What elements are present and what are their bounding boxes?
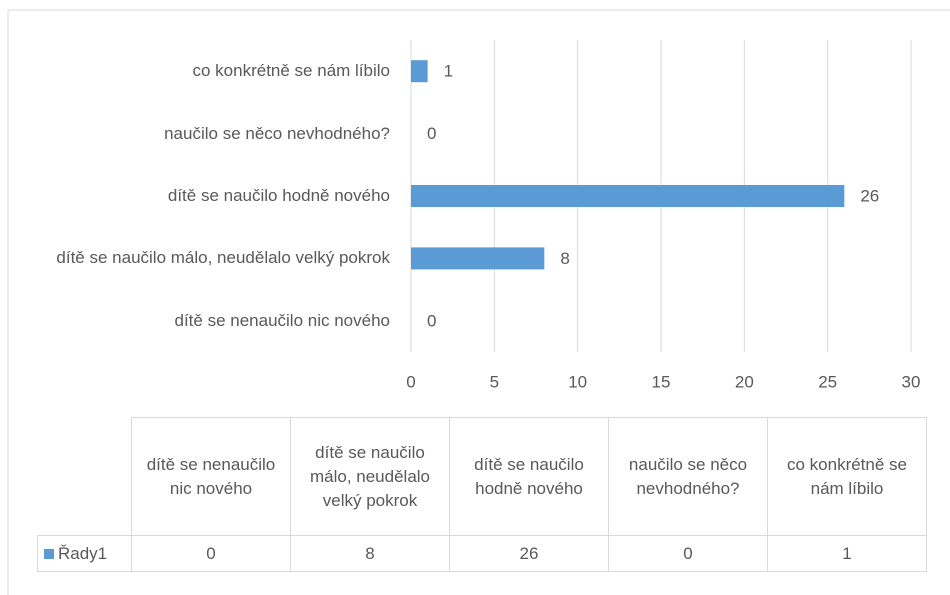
x-tick-label: 5 bbox=[490, 372, 499, 391]
x-tick-label: 30 bbox=[902, 372, 921, 391]
data-label: 0 bbox=[427, 311, 436, 330]
table-value-cell: 0 bbox=[131, 535, 291, 572]
x-tick-label: 15 bbox=[652, 372, 671, 391]
table-value-cell: 1 bbox=[767, 535, 927, 572]
y-tick-label: dítě se naučilo málo, neudělalo velký po… bbox=[56, 248, 390, 268]
table-header-cell: dítě se nenaučilo nic nového bbox=[131, 417, 291, 536]
x-tick-label: 25 bbox=[818, 372, 837, 391]
data-label: 1 bbox=[444, 62, 453, 81]
legend-label: Řady1 bbox=[58, 543, 108, 563]
legend-swatch bbox=[44, 548, 54, 559]
table-legend-cell: Řady1 bbox=[37, 535, 132, 572]
data-label: 8 bbox=[560, 249, 569, 268]
table-value-cell: 8 bbox=[290, 535, 450, 572]
table-value-cell: 26 bbox=[449, 535, 609, 572]
table-header-cell: naučilo se něco nevhodného? bbox=[608, 417, 768, 536]
y-tick-label: naučilo se něco nevhodného? bbox=[164, 123, 390, 143]
x-tick-label: 20 bbox=[735, 372, 754, 391]
data-label: 0 bbox=[427, 124, 436, 143]
y-tick-label: dítě se nenaučilo nic nového bbox=[174, 310, 391, 330]
x-tick-label: 10 bbox=[568, 372, 587, 391]
table-header-cell: dítě se naučilo hodně nového bbox=[449, 417, 609, 536]
bar bbox=[411, 60, 428, 83]
bar bbox=[411, 247, 545, 270]
table-value-cell: 0 bbox=[608, 535, 768, 572]
y-tick-label: co konkrétně se nám líbilo bbox=[192, 61, 391, 81]
bar bbox=[411, 185, 845, 207]
y-tick-label: dítě se naučilo hodně nového bbox=[167, 185, 390, 205]
chart-border bbox=[7, 9, 950, 595]
table-header-cell: dítě se naučilo málo, neudělalo velký po… bbox=[290, 417, 450, 536]
data-label: 26 bbox=[860, 186, 879, 205]
x-tick-label: 0 bbox=[406, 372, 415, 391]
table-header-cell: co konkrétně se nám líbilo bbox=[767, 417, 927, 536]
